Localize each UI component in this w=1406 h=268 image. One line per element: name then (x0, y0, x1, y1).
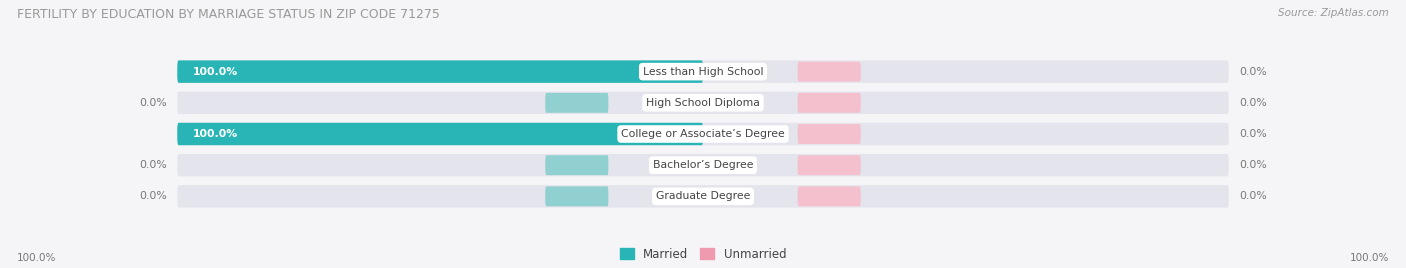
FancyBboxPatch shape (797, 62, 860, 82)
Text: Source: ZipAtlas.com: Source: ZipAtlas.com (1278, 8, 1389, 18)
FancyBboxPatch shape (177, 92, 1229, 114)
Text: 100.0%: 100.0% (1350, 253, 1389, 263)
Text: 0.0%: 0.0% (1239, 98, 1267, 108)
Text: 0.0%: 0.0% (1239, 129, 1267, 139)
Legend: Married, Unmarried: Married, Unmarried (614, 243, 792, 265)
Text: 0.0%: 0.0% (1239, 160, 1267, 170)
FancyBboxPatch shape (177, 60, 1229, 83)
FancyBboxPatch shape (177, 123, 1229, 145)
FancyBboxPatch shape (797, 124, 860, 144)
FancyBboxPatch shape (177, 123, 703, 145)
Text: High School Diploma: High School Diploma (647, 98, 759, 108)
FancyBboxPatch shape (177, 185, 1229, 208)
FancyBboxPatch shape (546, 186, 609, 206)
Text: 100.0%: 100.0% (193, 67, 238, 77)
FancyBboxPatch shape (177, 154, 1229, 176)
FancyBboxPatch shape (797, 186, 860, 206)
Text: College or Associate’s Degree: College or Associate’s Degree (621, 129, 785, 139)
FancyBboxPatch shape (546, 155, 609, 175)
FancyBboxPatch shape (546, 93, 609, 113)
Text: Less than High School: Less than High School (643, 67, 763, 77)
Text: Bachelor’s Degree: Bachelor’s Degree (652, 160, 754, 170)
FancyBboxPatch shape (797, 155, 860, 175)
Text: FERTILITY BY EDUCATION BY MARRIAGE STATUS IN ZIP CODE 71275: FERTILITY BY EDUCATION BY MARRIAGE STATU… (17, 8, 440, 21)
Text: 0.0%: 0.0% (1239, 67, 1267, 77)
Text: 0.0%: 0.0% (139, 98, 167, 108)
Text: 0.0%: 0.0% (139, 191, 167, 201)
Text: 100.0%: 100.0% (193, 129, 238, 139)
Text: 0.0%: 0.0% (1239, 191, 1267, 201)
Text: Graduate Degree: Graduate Degree (655, 191, 751, 201)
Text: 0.0%: 0.0% (139, 160, 167, 170)
Text: 100.0%: 100.0% (17, 253, 56, 263)
FancyBboxPatch shape (177, 60, 703, 83)
FancyBboxPatch shape (797, 93, 860, 113)
